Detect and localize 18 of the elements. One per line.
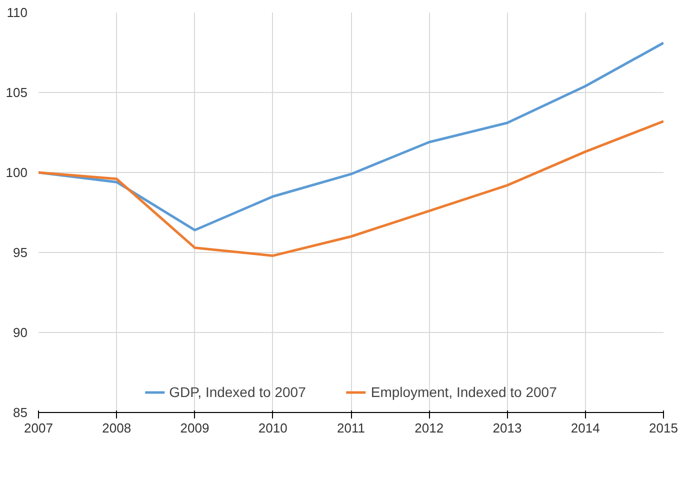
y-tick-label: 85 [13,405,28,420]
x-tick-label: 2013 [492,420,522,436]
x-tick-label: 2010 [258,420,288,436]
x-tick-label: 2008 [102,420,132,436]
x-tick-label: 2011 [337,420,365,436]
y-tick-label: 105 [6,85,28,100]
legend-label: Employment, Indexed to 2007 [370,384,557,400]
y-tick-label: 90 [13,325,28,340]
legend-label: GDP, Indexed to 2007 [169,384,306,400]
x-tick-label: 2007 [24,420,53,436]
y-tick-label: 100 [6,165,28,180]
x-tick-label: 2012 [414,420,444,436]
x-tick-label: 2014 [570,420,600,436]
y-tick-label: 110 [6,5,28,20]
x-tick-label: 2015 [649,420,678,436]
x-tick-label: 2009 [180,420,210,436]
y-tick-label: 95 [13,245,28,260]
line-series [38,120,664,257]
